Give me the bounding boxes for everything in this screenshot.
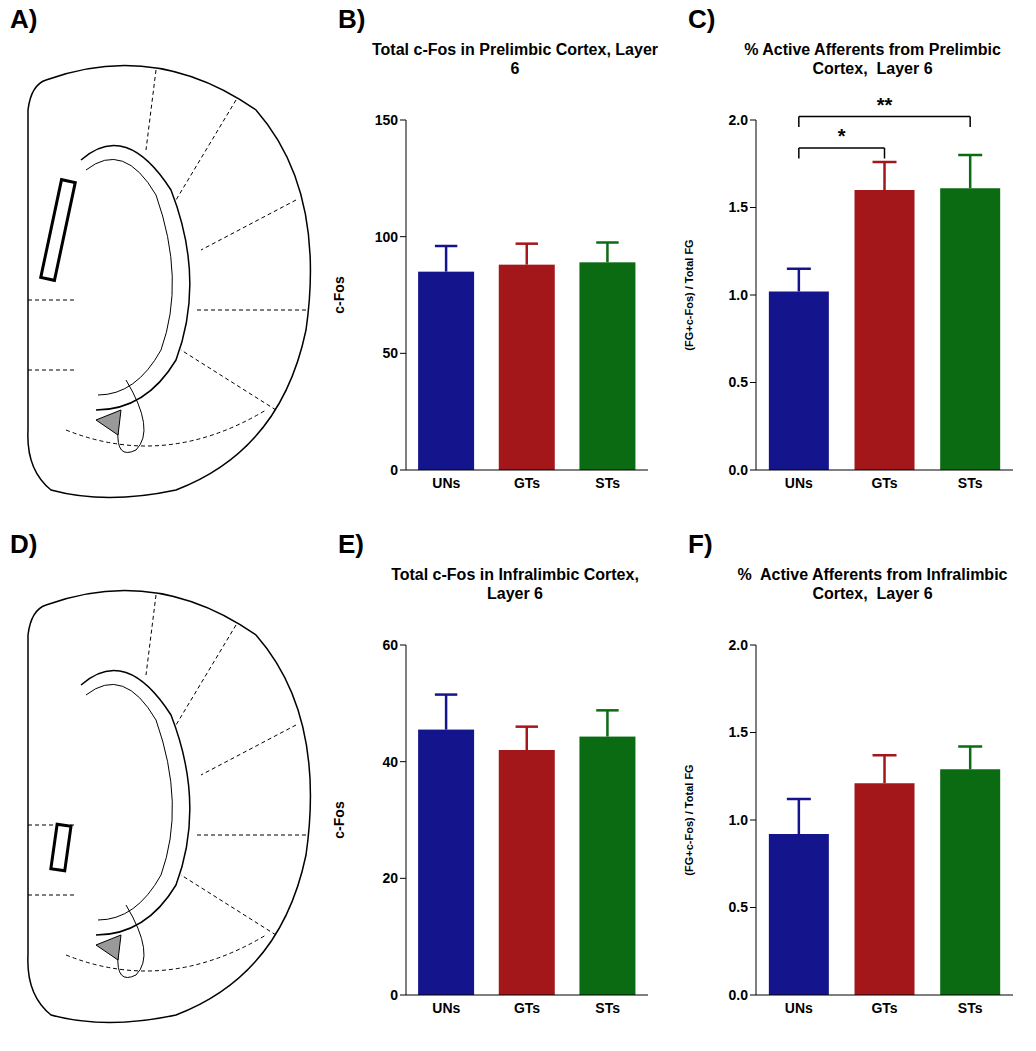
svg-text:(FG+c-Fos) / Total FG: (FG+c-Fos) / Total FG	[683, 239, 695, 350]
svg-text:c-Fos: c-Fos	[331, 276, 347, 314]
html-text:A): A)	[10, 4, 38, 34]
svg-text:GTs: GTs	[871, 1000, 897, 1016]
html-text:F): F)	[688, 529, 713, 559]
svg-text:(FG+c-Fos) / Total FG: (FG+c-Fos) / Total FG	[683, 764, 695, 875]
svg-text:STs: STs	[595, 1000, 620, 1016]
svg-text:50: 50	[382, 345, 398, 361]
svg-text:*: *	[838, 125, 846, 147]
svg-text:0.5: 0.5	[729, 899, 749, 915]
svg-text:GTs: GTs	[514, 1000, 540, 1016]
svg-text:1.0: 1.0	[729, 287, 749, 303]
svg-text:STs: STs	[595, 475, 620, 491]
svg-text:150: 150	[375, 112, 399, 128]
html-text:B): B)	[338, 4, 366, 34]
html-text:% Active Afferents from Infral: % Active Afferents from Infralimbic Cort…	[737, 566, 1012, 602]
svg-text:STs: STs	[958, 475, 983, 491]
svg-text:2.0: 2.0	[729, 637, 749, 653]
svg-text:GTs: GTs	[514, 475, 540, 491]
svg-text:UNs: UNs	[432, 475, 460, 491]
svg-text:0.5: 0.5	[729, 374, 749, 390]
svg-text:UNs: UNs	[785, 475, 813, 491]
svg-text:1.5: 1.5	[729, 724, 749, 740]
svg-text:0: 0	[390, 987, 398, 1003]
svg-text:0: 0	[390, 462, 398, 478]
html-text:% Active Afferents from Prelim: % Active Afferents from Prelimbic Cortex…	[744, 41, 1006, 77]
svg-text:2.0: 2.0	[729, 112, 749, 128]
svg-text:UNs: UNs	[432, 1000, 460, 1016]
svg-text:1.0: 1.0	[729, 812, 749, 828]
html-text:Total c-Fos in Infralimbic Cor: Total c-Fos in Infralimbic Cortex, Layer…	[391, 566, 644, 602]
html-text:Total c-Fos in Prelimbic Corte: Total c-Fos in Prelimbic Cortex, Layer 6	[372, 41, 663, 77]
svg-text:c-Fos: c-Fos	[331, 801, 347, 839]
svg-text:0.0: 0.0	[729, 987, 749, 1003]
svg-text:UNs: UNs	[785, 1000, 813, 1016]
svg-text:20: 20	[382, 870, 398, 886]
svg-text:60: 60	[382, 637, 398, 653]
svg-text:40: 40	[382, 754, 398, 770]
svg-text:100: 100	[375, 229, 399, 245]
html-text:D): D)	[10, 529, 38, 559]
svg-text:1.5: 1.5	[729, 199, 749, 215]
svg-text:0.0: 0.0	[729, 462, 749, 478]
svg-text:GTs: GTs	[871, 475, 897, 491]
svg-text:STs: STs	[958, 1000, 983, 1016]
svg-text:**: **	[877, 94, 893, 116]
html-text:C): C)	[688, 4, 716, 34]
html-text:E): E)	[338, 529, 364, 559]
